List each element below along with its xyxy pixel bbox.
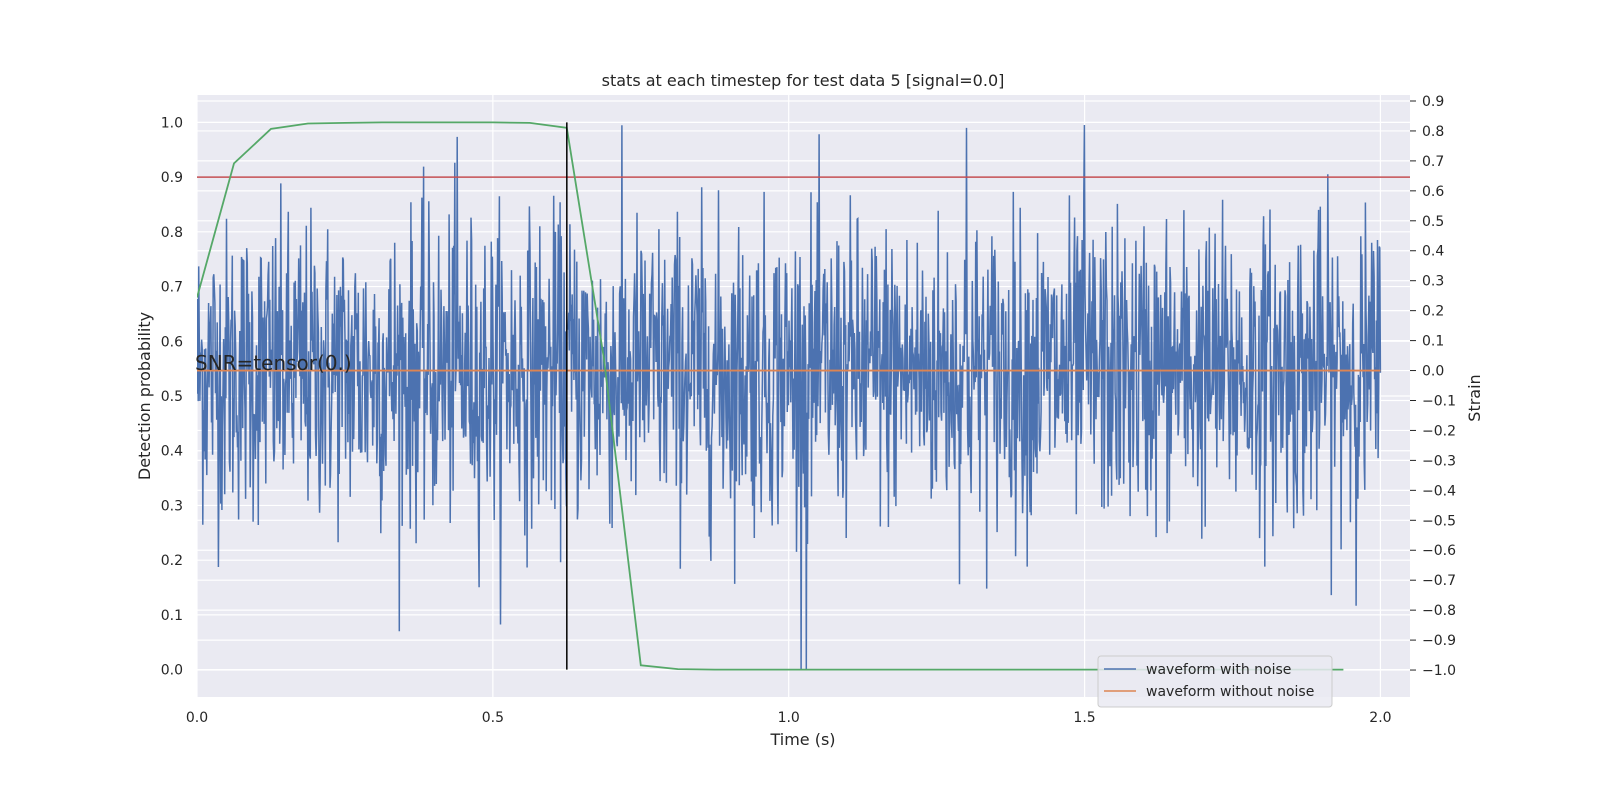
x-tick-label: 1.5 [1073,710,1095,726]
y-tick-label: 0.5 [161,389,183,405]
y2-tick-label: −1.0 [1422,663,1456,679]
y-tick-label: 0.9 [161,170,183,186]
y-tick-label: 0.8 [161,225,183,241]
y2-tick-label: −0.5 [1422,513,1456,529]
series-waveform-with-noise [197,124,1382,671]
x-axis-ticks: 0.0 0.5 1.0 1.5 2.0 [186,710,1392,726]
y2-tick-label: −0.7 [1422,573,1456,589]
y2-tick-label: −0.6 [1422,543,1456,559]
x-axis-label: Time (s) [769,730,835,749]
y2-tick-label: 0.0 [1422,364,1444,380]
legend-label-noisy: waveform with noise [1146,662,1291,678]
legend-box [1097,655,1333,708]
y2-tick-label: −0.1 [1422,393,1456,409]
y-tick-label: 0.1 [161,608,183,624]
y2-tick-label: 0.5 [1422,214,1444,230]
y2-tick-label: −0.8 [1422,603,1456,619]
y2-tick-label: −0.2 [1422,423,1456,439]
y-axis-ticks: 0.0 0.1 0.2 0.3 0.4 0.5 0.6 0.7 0.8 0.9 1.0 [161,115,183,678]
y-tick-label: 0.3 [161,498,183,514]
legend-label-clean: waveform without noise [1146,684,1314,700]
y2-tick-label: −0.4 [1422,483,1456,499]
y2-axis-ticks: −1.0 −0.9 −0.8 −0.7 −0.6 −0.5 −0.4 −0.3 −0.2 −0.1… [1410,94,1456,679]
y2-tick-label: 0.4 [1422,244,1444,260]
y-tick-label: 0.2 [161,553,183,569]
y-tick-label: 0.6 [161,334,183,350]
y2-tick-label: 0.7 [1422,154,1444,170]
y-tick-label: 0.7 [161,280,183,296]
x-tick-label: 0.0 [186,710,208,726]
y-tick-label: 0.0 [161,663,183,679]
chart-title: stats at each timestep for test data 5 [… [602,71,1005,90]
y2-tick-label: 0.3 [1422,274,1444,290]
y2-tick-label: −0.3 [1422,453,1456,469]
y2-tick-label: 0.2 [1422,304,1444,320]
y2-tick-label: 0.8 [1422,124,1444,140]
y-axis-label: Detection probability [135,312,154,480]
x-tick-label: 2.0 [1369,710,1391,726]
y2-tick-label: 0.1 [1422,334,1444,350]
legend: waveform with noise waveform without noi… [1097,655,1333,708]
x-tick-label: 1.0 [778,710,800,726]
snr-annotation: SNR=tensor(0.) [195,351,352,375]
x-tick-label: 0.5 [482,710,504,726]
y-tick-label: 0.4 [161,444,183,460]
y-tick-label: 1.0 [161,115,183,131]
y2-tick-label: −0.9 [1422,633,1456,649]
y2-tick-label: 0.6 [1422,184,1444,200]
y2-tick-label: 0.9 [1422,94,1444,110]
y2-axis-label: Strain [1465,374,1484,421]
